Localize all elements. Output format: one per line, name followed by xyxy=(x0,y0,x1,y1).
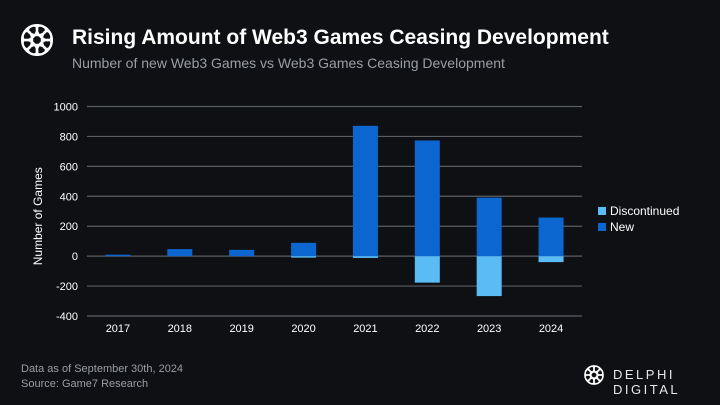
x-tick-label: 2017 xyxy=(106,323,130,335)
x-tick-label: 2021 xyxy=(353,323,377,335)
legend-swatch-discontinued xyxy=(598,207,606,215)
bar-new-2019 xyxy=(229,249,255,257)
bar-new-2022 xyxy=(414,140,440,257)
y-tick-label: 800 xyxy=(60,131,78,143)
bar-discontinued-2023 xyxy=(476,256,502,297)
legend: Discontinued New xyxy=(598,203,679,235)
bar-new-2024 xyxy=(538,217,564,257)
x-tick-label: 2019 xyxy=(229,323,253,335)
y-tick-label: 200 xyxy=(60,221,78,233)
x-tick-label: 2018 xyxy=(168,323,192,335)
data-date-note: Data as of September 30th, 2024 xyxy=(21,363,184,375)
y-tick-label: -200 xyxy=(56,281,78,293)
x-tick-label: 2023 xyxy=(477,323,501,335)
y-tick-label: -400 xyxy=(56,311,78,323)
bar-new-2023 xyxy=(476,197,502,257)
legend-item-discontinued: Discontinued xyxy=(598,203,679,219)
brand-name: DELPHI DIGITAL xyxy=(613,367,681,397)
y-tick-label: 1000 xyxy=(54,102,78,114)
bar-discontinued-2024 xyxy=(538,256,564,263)
y-tick-label: 600 xyxy=(60,161,78,173)
bar-discontinued-2020 xyxy=(291,256,317,258)
legend-item-new: New xyxy=(598,219,679,235)
y-tick-label: 400 xyxy=(60,191,78,203)
x-tick-label: 2024 xyxy=(539,323,563,335)
x-tick-label: 2020 xyxy=(291,323,315,335)
legend-swatch-new xyxy=(598,223,606,231)
bar-discontinued-2022 xyxy=(414,256,440,283)
bar-new-2020 xyxy=(291,242,317,257)
bar-new-2017 xyxy=(105,254,131,257)
knot-ring-logo-icon xyxy=(20,23,54,57)
chart-subtitle: Number of new Web3 Games vs Web3 Games C… xyxy=(72,55,505,71)
delphi-logo-icon xyxy=(584,365,604,385)
y-axis-label: Number of Games xyxy=(31,167,45,265)
bar-discontinued-2021 xyxy=(352,256,378,258)
chart-title: Rising Amount of Web3 Games Ceasing Deve… xyxy=(72,26,609,49)
bar-new-2018 xyxy=(167,249,193,257)
x-tick-label: 2022 xyxy=(415,323,439,335)
y-tick-label: 0 xyxy=(72,251,78,263)
source-note: Source: Game7 Research xyxy=(21,378,149,390)
bar-new-2021 xyxy=(352,125,378,257)
